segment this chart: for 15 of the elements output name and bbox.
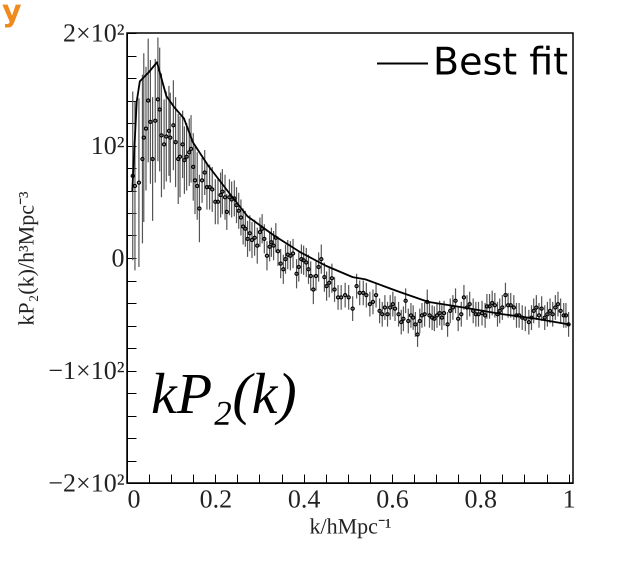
x-tick-label: 0.2 <box>200 484 232 514</box>
chart-title: y <box>2 0 22 29</box>
y-tick-label: 10² <box>90 131 125 160</box>
x-tick-label: 0.8 <box>464 484 498 514</box>
y-tick-label: −1×10² <box>48 356 125 385</box>
y-tick-label: 0 <box>112 244 124 272</box>
x-tick-label: 0.4 <box>288 484 320 514</box>
x-tick-label: 1 <box>562 484 576 514</box>
x-axis-title: k/hMpc⁻¹ <box>309 514 392 538</box>
y-tick-label: −2×10² <box>48 468 125 498</box>
legend-label: Best fit <box>433 40 568 84</box>
annotation: kP₂(k) <box>151 361 297 426</box>
x-tick-label: 0.6 <box>376 484 409 514</box>
y-tick-label: 2×10² <box>63 18 125 48</box>
y-axis-title: kP₂(k)/h³Mpc⁻³ <box>13 191 38 326</box>
